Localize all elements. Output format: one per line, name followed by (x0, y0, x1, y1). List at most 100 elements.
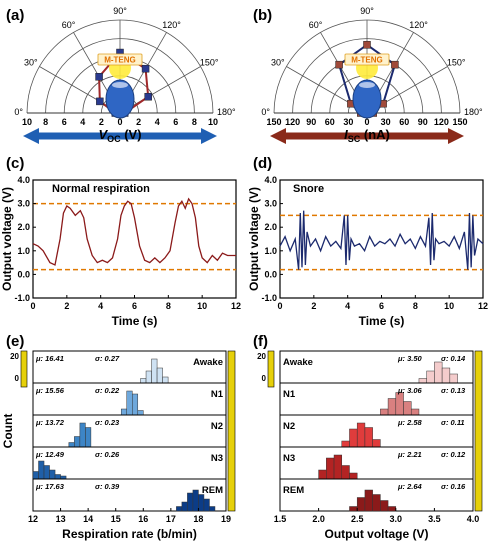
radar-value-point (144, 92, 152, 101)
x-tick-label: 2.5 (351, 514, 364, 524)
histogram-e: μ: 16.41 σ: 0.27 Awake μ: 15.56 σ: 0.22 N1 μ: … (1, 350, 236, 541)
x-tick-label: 13 (56, 514, 66, 524)
radar-value-point (95, 73, 103, 81)
side-bar-left (267, 350, 275, 388)
y-tick-label: -1.0 (14, 293, 30, 303)
radar-arrow-right (201, 128, 217, 144)
hist-bar (68, 442, 75, 448)
stat-mu: μ: 16.41 (35, 354, 64, 363)
radar-a-axis-title: VOC (V) (98, 127, 141, 144)
hist-bar (162, 376, 169, 384)
x-tick-label: 4 (98, 301, 103, 311)
hist-bar (387, 506, 397, 512)
radar-angle-label: 150° (447, 58, 466, 68)
head-icon (352, 79, 382, 119)
device-label: M-TENG (351, 56, 383, 65)
series-name: N3 (283, 453, 295, 464)
stat-mu: μ: 12.49 (35, 450, 65, 459)
radar-angle-label: 0° (261, 107, 270, 117)
hist-bar (410, 408, 420, 416)
x-tick-label: 14 (83, 514, 93, 524)
panel-f-label: (f) (253, 333, 268, 350)
y-tick-label: 3.0 (17, 199, 30, 209)
x-tick-label: 4 (345, 301, 350, 311)
hist-bar (349, 428, 358, 448)
y-tick-label: 4.0 (17, 175, 30, 185)
series-name: N2 (211, 421, 223, 432)
x-tick-label: 1.5 (274, 514, 287, 524)
panel-b-label: (b) (253, 7, 272, 24)
radar-angle-label: 30° (24, 58, 38, 68)
radar-angle-label: 90° (113, 6, 127, 16)
radar-angle-label: 0° (14, 107, 23, 117)
hist-bar (176, 506, 183, 512)
hist-bar (449, 373, 458, 384)
series-name: N3 (211, 453, 223, 464)
stat-sigma: σ: 0.13 (441, 386, 466, 395)
x-tick-label: 0 (30, 301, 35, 311)
radar-angle-label: 150° (200, 58, 219, 68)
stat-mu: μ: 2.64 (397, 482, 423, 491)
hist-bar (364, 427, 373, 448)
series-name: N1 (283, 389, 296, 400)
device-label-box (344, 53, 390, 66)
y-tick-label: 1.0 (264, 246, 277, 256)
hist-bar (341, 465, 350, 480)
x-axis-label: Respiration rate (b/min) (62, 527, 197, 541)
x-axis-label: Output voltage (V) (325, 527, 429, 541)
x-tick-label: 10 (197, 301, 207, 311)
series-name: REM (283, 485, 304, 496)
stat-sigma: σ: 0.22 (95, 386, 120, 395)
radar-tick-label: 30 (381, 117, 391, 127)
hist-bar (318, 469, 327, 480)
stat-mu: μ: 15.56 (35, 386, 65, 395)
x-tick-label: 8 (413, 301, 418, 311)
panel-e-label: (e) (6, 333, 24, 350)
y-tick-label: 0.0 (17, 269, 30, 279)
hist-bar (54, 474, 61, 480)
x-tick-label: 2 (311, 301, 316, 311)
radar-value-point (363, 41, 371, 49)
x-tick-label: 8 (166, 301, 171, 311)
radar-b-axis-title: ISC (nA) (344, 127, 390, 144)
hist-row-frame (32, 478, 227, 512)
stat-sigma: σ: 0.12 (441, 450, 466, 459)
x-tick-label: 3.5 (428, 514, 441, 524)
radar-arrow-shaft (35, 132, 205, 140)
radar-tick-label: 90 (306, 117, 316, 127)
y-tick-label: 4.0 (264, 175, 277, 185)
hist-bar (426, 370, 435, 384)
stat-mu: μ: 2.58 (397, 418, 423, 427)
radar-tick-label: 30 (343, 117, 353, 127)
series-name: N1 (211, 389, 224, 400)
hist-bar (356, 422, 366, 448)
y-tick-label: 1.0 (17, 246, 30, 256)
signal-line (279, 210, 484, 270)
hist-bar (85, 427, 92, 448)
hist-bar (192, 489, 199, 512)
stat-sigma: σ: 0.11 (441, 418, 465, 427)
radar-tick-label: 10 (22, 117, 32, 127)
y-tick-label: 2.0 (17, 222, 30, 232)
hist-bar (434, 361, 443, 384)
radar-angle-label: 120° (409, 20, 428, 30)
radar-value-point (96, 97, 104, 106)
hist-bar (43, 465, 50, 480)
y-tick-label: 3.0 (264, 199, 277, 209)
hist-bar (333, 454, 343, 480)
radar-chart-b: 0°30°60°90°120°150°180°150 120 90 60 30 0 30 60… (261, 6, 483, 144)
line-d-title: Snore (293, 183, 324, 195)
series-name: REM (202, 485, 223, 496)
y-tick-label: 20 (257, 352, 266, 361)
x-tick-label: 3.0 (390, 514, 403, 524)
side-bar-left (20, 350, 28, 388)
stat-sigma: σ: 0.39 (95, 482, 120, 491)
stat-mu: μ: 2.21 (397, 450, 422, 459)
radar-tick-label: 120 (434, 117, 449, 127)
x-tick-label: 18 (193, 514, 203, 524)
radar-tick-label: 90 (418, 117, 428, 127)
radar-angle-label: 180° (217, 107, 236, 117)
hist-bar (418, 378, 427, 384)
y-tick-label: 0.0 (264, 269, 277, 279)
